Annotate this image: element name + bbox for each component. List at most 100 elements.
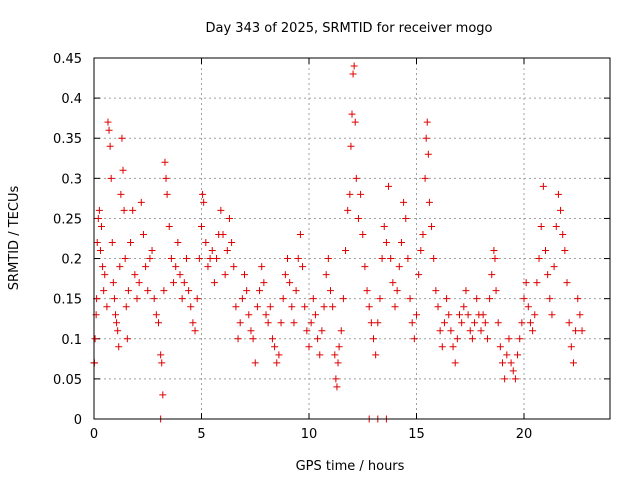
data-point: [329, 303, 337, 311]
data-point: [189, 319, 197, 327]
y-tick-label: 0.45: [53, 52, 82, 67]
data-point: [449, 343, 457, 351]
data-point: [432, 287, 440, 295]
data-point: [503, 351, 511, 359]
data-point: [391, 303, 399, 311]
data-point: [165, 222, 173, 230]
data-point: [507, 359, 515, 367]
data-point: [185, 287, 193, 295]
data-point: [471, 319, 479, 327]
data-point: [447, 327, 455, 335]
data-point: [456, 311, 463, 319]
data-point: [245, 311, 253, 319]
data-point: [544, 271, 552, 279]
y-tick-label: 0.3: [61, 172, 82, 187]
data-point: [262, 311, 270, 319]
data-point: [241, 271, 248, 279]
data-point: [150, 295, 158, 303]
data-point: [223, 247, 231, 255]
data-point: [335, 343, 343, 351]
data-point: [318, 327, 326, 335]
data-point: [311, 311, 319, 319]
data-point: [204, 263, 212, 271]
data-point: [501, 375, 509, 383]
data-point: [139, 230, 147, 238]
chart-title: Day 343 of 2025, SRMTID for receiver mog…: [206, 21, 493, 36]
plot-frame: [93, 57, 611, 420]
data-point: [249, 335, 257, 343]
data-point: [395, 263, 403, 271]
data-point: [281, 271, 289, 279]
data-point: [370, 335, 377, 343]
data-point: [376, 295, 384, 303]
data-point: [537, 222, 545, 230]
data-point: [146, 255, 154, 263]
data-point: [108, 239, 116, 247]
data-point: [103, 303, 111, 311]
data-point: [347, 142, 355, 150]
y-tick-label: 0: [74, 413, 82, 428]
data-point: [333, 383, 341, 391]
y-axis-ticks: 0 0.05 0.1 0.15 0.2 0.25 0.3 0.35 0.4 0.45: [53, 52, 610, 428]
data-point: [509, 367, 517, 375]
data-point: [277, 319, 285, 327]
data-point: [148, 247, 156, 255]
data-point: [337, 327, 345, 335]
data-point: [198, 222, 205, 230]
data-point: [567, 343, 575, 351]
data-point: [423, 118, 431, 126]
data-point: [316, 351, 324, 359]
data-point: [107, 174, 115, 182]
data-point: [526, 319, 534, 327]
data-point: [238, 295, 246, 303]
data-point: [176, 271, 184, 279]
data-point: [104, 118, 112, 126]
data-point: [331, 351, 339, 359]
data-point: [361, 263, 369, 271]
data-point: [569, 359, 577, 367]
data-point: [271, 343, 279, 351]
data-point: [187, 303, 195, 311]
data-point: [578, 327, 586, 335]
data-point: [193, 295, 201, 303]
data-point: [505, 335, 513, 343]
y-tick-label: 0.25: [53, 212, 82, 227]
x-axis-label: GPS time / hours: [296, 459, 405, 474]
data-point: [522, 279, 530, 287]
data-point: [160, 287, 168, 295]
data-point: [531, 311, 539, 319]
data-point: [95, 206, 103, 214]
data-point: [443, 295, 451, 303]
data-point: [524, 303, 532, 311]
data-point: [268, 335, 276, 343]
data-point: [162, 174, 170, 182]
data-point: [131, 271, 139, 279]
data-point: [413, 311, 420, 319]
data-point: [273, 359, 281, 367]
data-point: [172, 263, 180, 271]
data-point: [518, 319, 526, 327]
data-point: [120, 206, 128, 214]
data-point: [445, 311, 453, 319]
data-point: [473, 295, 481, 303]
data-point: [322, 271, 330, 279]
data-point: [557, 206, 565, 214]
data-point: [332, 375, 340, 383]
data-point: [385, 182, 393, 190]
data-point: [114, 327, 122, 335]
data-point: [191, 327, 199, 335]
data-point: [314, 335, 322, 343]
data-point: [284, 255, 291, 263]
data-point: [477, 327, 485, 335]
data-point: [352, 174, 360, 182]
x-tick-label: 0: [90, 427, 98, 442]
data-point: [351, 118, 359, 126]
data-point: [419, 230, 427, 238]
data-point: [137, 198, 145, 206]
data-point: [436, 327, 444, 335]
data-point: [213, 255, 221, 263]
data-point: [110, 295, 118, 303]
data-point: [430, 255, 438, 263]
data-points: [90, 62, 586, 423]
data-point: [206, 255, 214, 263]
